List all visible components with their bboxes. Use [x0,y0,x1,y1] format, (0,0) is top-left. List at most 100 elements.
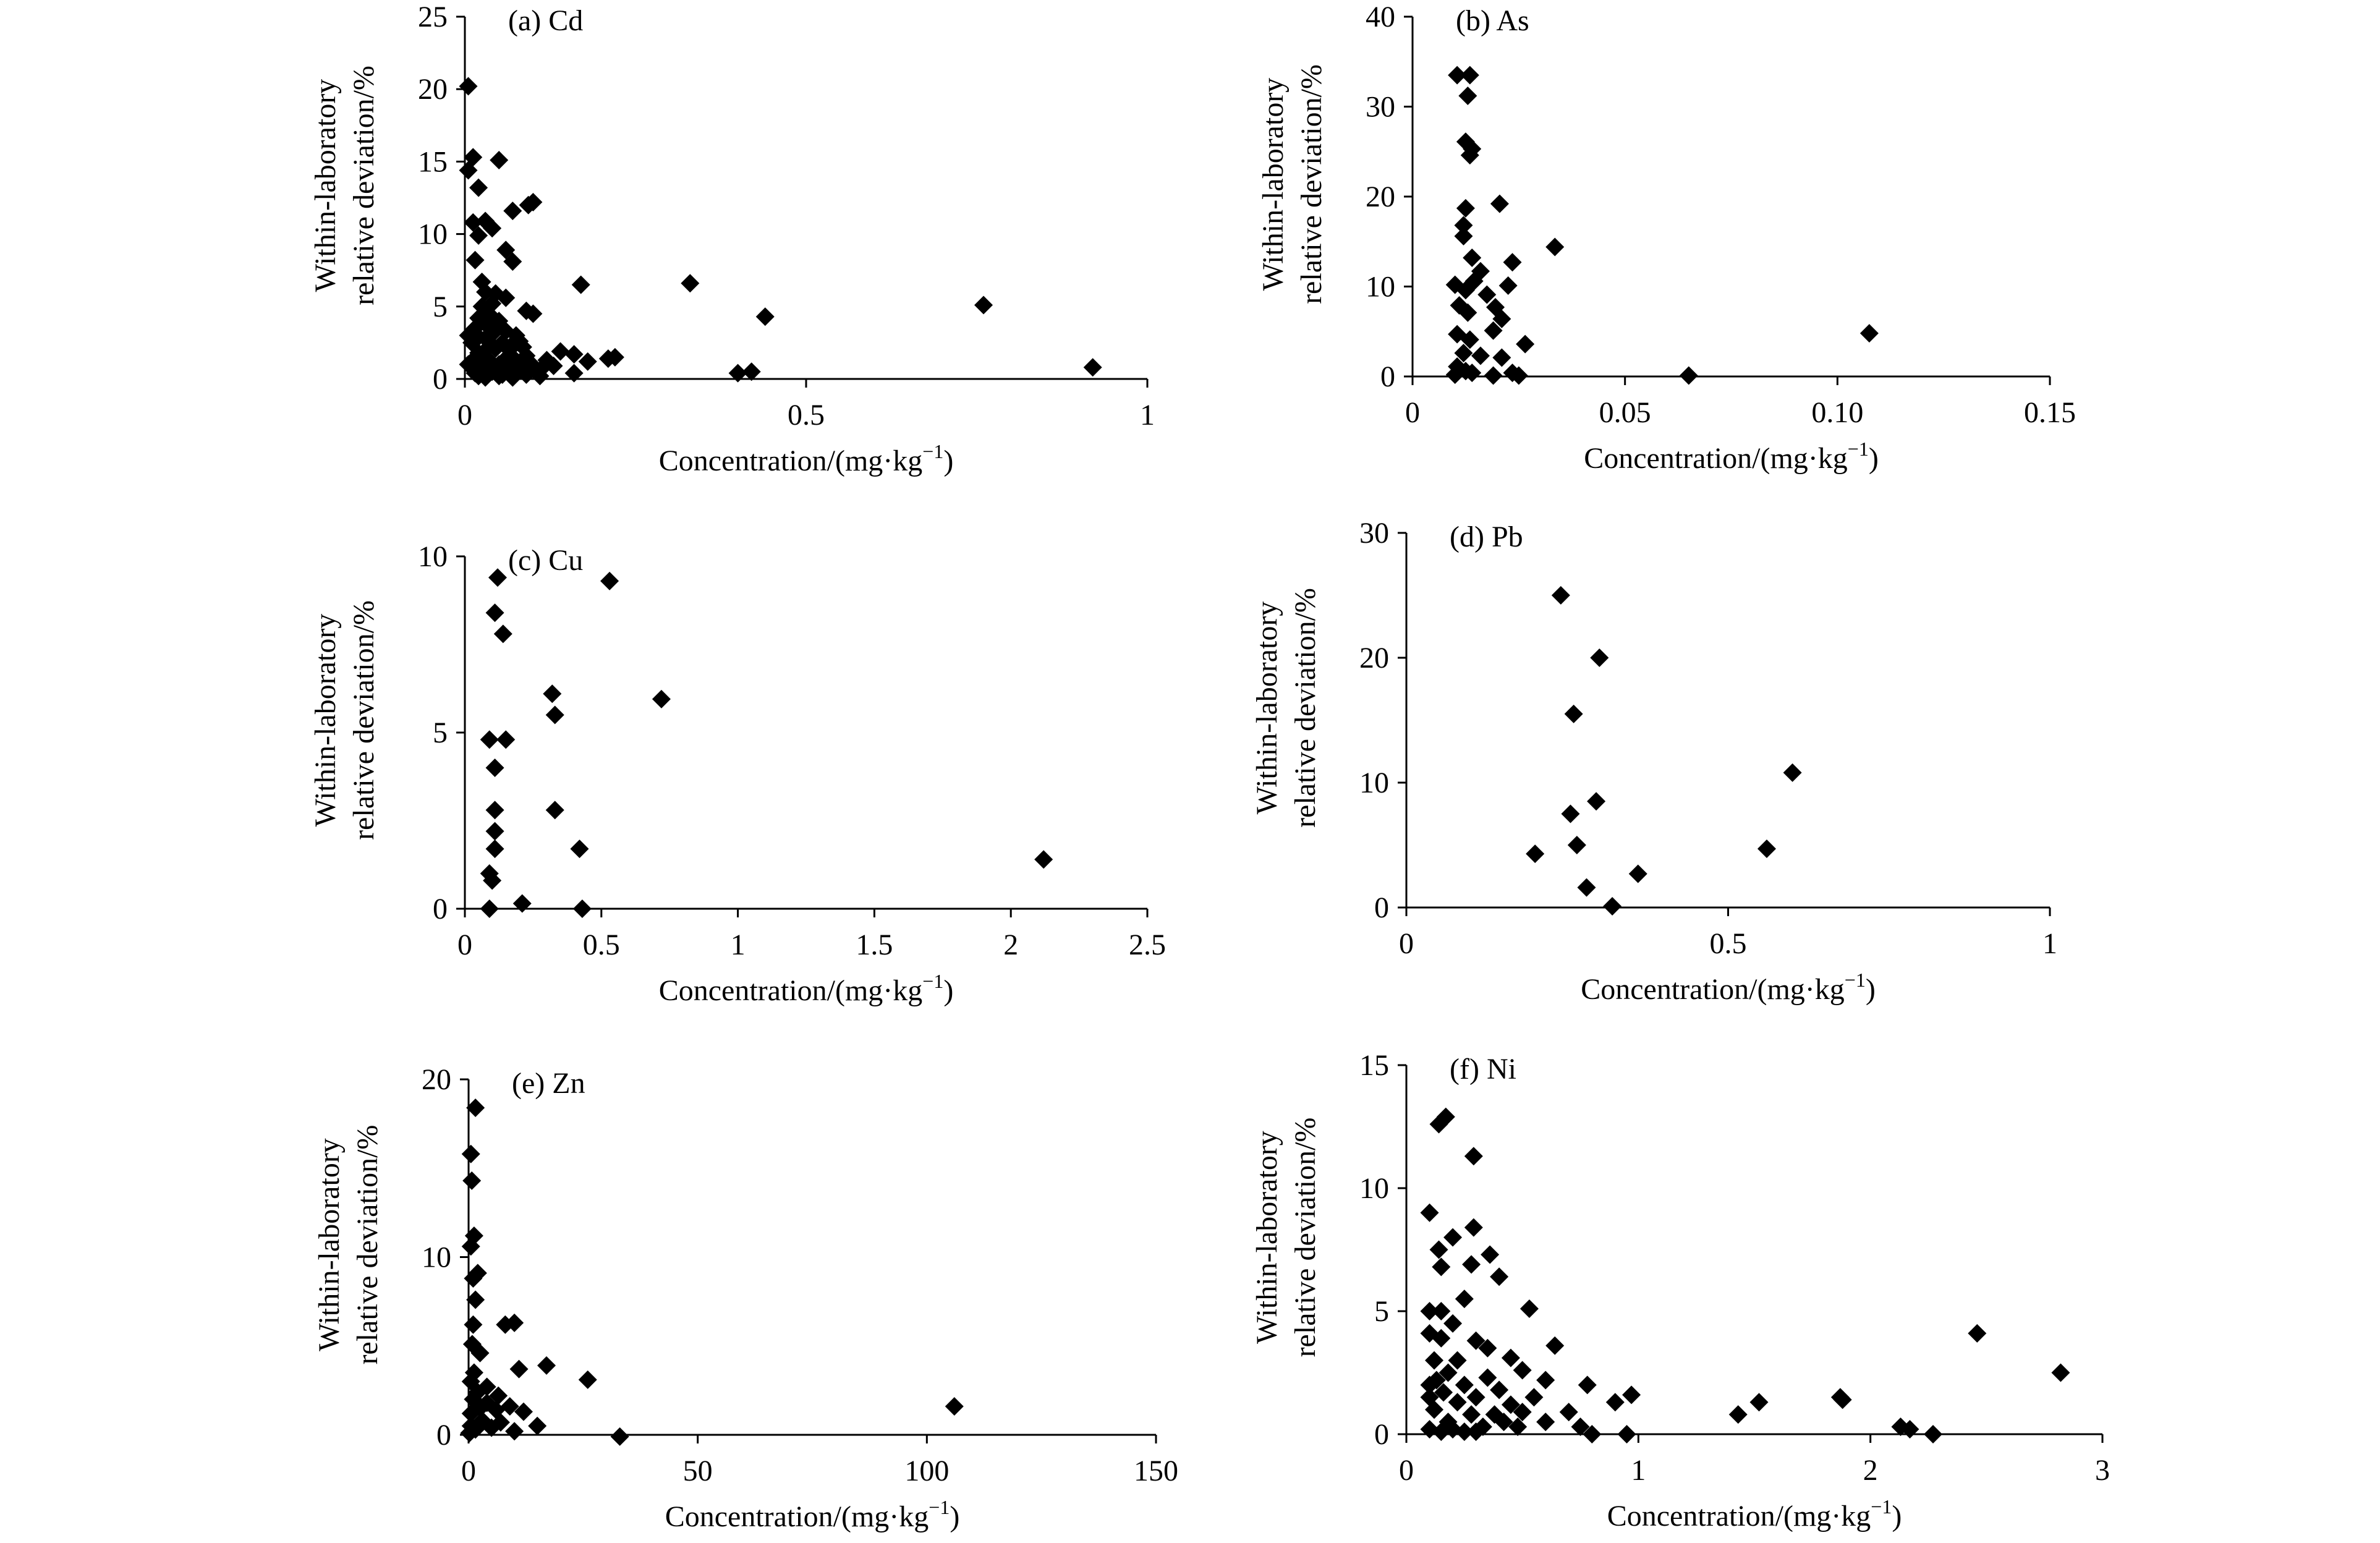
data-point [537,1356,556,1375]
data-point [462,1171,482,1190]
y-tick-label: 20 [1366,181,1395,213]
data-point [1501,1348,1520,1367]
panel-e-zn: 0 10 20 0 50 100 150 (e) Zn Concentration/(mg·kg… [313,1063,1178,1533]
data-point [1564,704,1583,723]
data-point [1443,1228,1463,1247]
data-point [483,219,502,238]
data-point [1464,1147,1483,1166]
y-axis-label-line1: Within-laboratory [309,614,342,827]
data-point [459,326,478,345]
y-tick-label: 40 [1366,1,1395,33]
x-tick-label: 0.15 [2024,396,2076,429]
data-point [578,1370,597,1389]
data-point [1617,1425,1636,1443]
data-point [480,899,499,918]
data-point [1900,1420,1919,1439]
x-tick-label: 0 [457,399,472,431]
data-point [1454,227,1473,246]
data-point [1455,1422,1474,1442]
data-point [1490,1267,1509,1286]
data-point [1577,878,1596,897]
data-point [1456,198,1475,218]
data-point [1498,276,1518,295]
y-axis-label-line1: Within-laboratory [309,79,342,292]
data-point [1448,66,1467,85]
data-point [1490,194,1509,213]
data-point [464,1315,483,1334]
data-point [460,1424,479,1443]
data-point [496,730,516,749]
data-point [1460,66,1479,85]
y-tick-label: 10 [418,218,448,251]
y-tick-label: 5 [433,716,448,749]
data-point [1968,1324,1987,1343]
panel-label: (e) Zn [512,1067,585,1100]
y-tick-label: 15 [418,145,448,178]
data-point [1484,321,1503,340]
data-point [464,148,483,167]
data-point [1924,1425,1943,1443]
x-tick-label: 2 [1863,1454,1878,1487]
data-point [571,275,590,294]
data-point [1432,1302,1451,1320]
x-axis-label: Concentration/(mg·kg−1) [665,1496,960,1533]
data-point [470,1343,490,1362]
data-point [1454,344,1473,363]
data-point [1536,1413,1555,1432]
data-point [1578,1375,1597,1395]
y-tick-label: 10 [1359,767,1389,799]
data-point [483,871,502,890]
data-point [480,730,499,749]
data-point [485,822,504,841]
data-point [493,624,512,644]
data-point [1463,248,1482,267]
data-point [1501,1395,1520,1414]
data-point [469,226,488,245]
data-point [509,1359,529,1379]
data-point [496,288,516,307]
data-point [1509,366,1528,385]
data-point [1622,1385,1641,1405]
data-point [1494,1413,1513,1432]
data-point [1571,1418,1590,1437]
data-point [1432,1257,1451,1277]
data-point [464,1269,483,1288]
y-tick-label: 20 [1359,642,1389,674]
data-point [1463,363,1482,383]
data-point [1439,1363,1458,1382]
data-point [1628,864,1647,883]
panel-label: (a) Cd [508,4,583,37]
data-point [1443,1314,1463,1333]
data-point [505,1422,524,1441]
data-point [1458,303,1477,322]
data-point [488,568,507,587]
data-point [652,689,671,708]
data-point [2051,1363,2070,1382]
data-point [1432,1328,1451,1348]
y-tick-label: 0 [433,893,448,925]
data-point [1513,1403,1532,1422]
data-point [1587,792,1606,811]
data-point [1454,216,1473,235]
data-point [570,840,589,859]
y-tick-label: 30 [1366,91,1395,124]
data-point [503,252,522,271]
y-tick-label: 0 [436,1419,451,1452]
data-point [545,705,564,725]
data-point [1492,348,1511,367]
data-point [1513,1361,1532,1380]
data-point [1503,253,1522,272]
data-point [1460,146,1479,165]
data-point [1448,1351,1467,1370]
data-point [572,899,592,918]
data-point [1590,648,1609,667]
data-point [485,759,504,777]
data-point [1034,850,1053,869]
data-point [477,1377,496,1396]
panel-d-pb: 0 10 20 30 0 0.5 1 (d) Pb Concentration/(mg·kg−1… [1251,517,2057,1006]
y-tick-label: 15 [1359,1049,1389,1082]
x-tick-label: 1 [1631,1454,1646,1487]
data-point [491,1413,510,1432]
data-point [1466,1331,1485,1350]
